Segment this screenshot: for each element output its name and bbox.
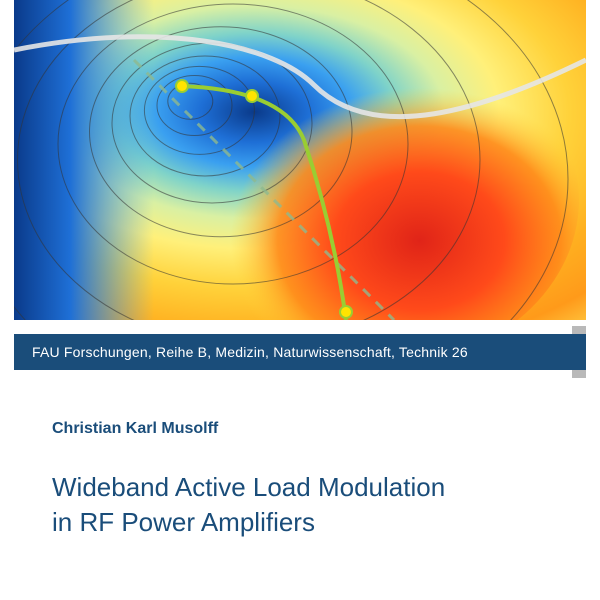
book-cover: FAU Forschungen, Reihe B, Medizin, Natur… [0,0,600,600]
series-bar: FAU Forschungen, Reihe B, Medizin, Natur… [14,334,586,370]
contour-plot [14,0,586,320]
hero-figure [14,0,586,320]
series-label: FAU Forschungen, Reihe B, Medizin, Natur… [32,344,468,360]
book-title: Wideband Active Load Modulation in RF Po… [52,470,445,540]
author-name: Christian Karl Musolff [52,420,218,438]
title-line-2: in RF Power Amplifiers [52,507,315,537]
title-line-1: Wideband Active Load Modulation [52,472,445,502]
